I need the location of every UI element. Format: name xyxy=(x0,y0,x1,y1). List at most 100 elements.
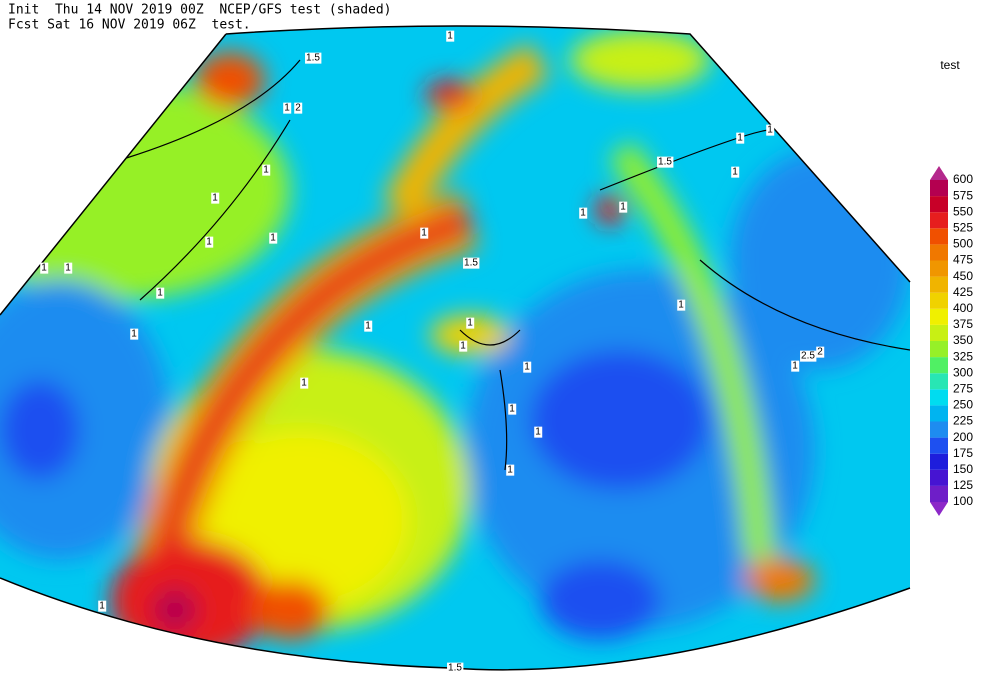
contour-label-box xyxy=(364,320,373,332)
colorbar-box xyxy=(930,485,948,502)
colorbar-label: 575 xyxy=(953,188,973,202)
contour-label-box xyxy=(446,30,455,42)
contour-label-box xyxy=(269,232,278,244)
contour-label: 1 xyxy=(284,103,290,114)
contour-label-box xyxy=(40,262,49,274)
colorbar-label: 400 xyxy=(953,301,973,315)
contour-label-box xyxy=(677,299,686,311)
colorbar-label: 600 xyxy=(953,172,973,186)
contour-label-box xyxy=(534,426,543,438)
contour-label: 1 xyxy=(301,378,307,389)
contour-label: 1 xyxy=(212,193,218,204)
colorbar-label: 225 xyxy=(953,414,973,428)
contour-label: 1 xyxy=(732,167,738,178)
colorbar-label: 275 xyxy=(953,381,973,395)
colorbar-box xyxy=(930,260,948,277)
colorbar-box xyxy=(930,437,948,454)
header-line: Init Thu 14 NOV 2019 00Z NCEP/GFS test (… xyxy=(8,3,392,18)
contour-label-box xyxy=(816,346,825,358)
contour-label: 1.5 xyxy=(464,258,478,269)
contour-label-box xyxy=(305,52,322,64)
contour-label-box xyxy=(466,317,475,329)
colorbar-box xyxy=(930,373,948,390)
contour-label: 1 xyxy=(41,263,47,274)
colorbar-arrow xyxy=(930,166,948,180)
contour-label: 1 xyxy=(206,237,212,248)
contour-label-box xyxy=(766,124,775,136)
contour-label: 1 xyxy=(678,300,684,311)
colorbar-label: 200 xyxy=(953,430,973,444)
contour-label-box xyxy=(619,201,628,213)
contour-label-box xyxy=(64,262,73,274)
contour-label: 1.5 xyxy=(448,663,462,674)
colorbar-box xyxy=(930,276,948,293)
colorbar-box xyxy=(930,341,948,358)
contour-label: 1 xyxy=(447,31,453,42)
contour-label: 1 xyxy=(263,165,269,176)
colorbar-label: 500 xyxy=(953,237,973,251)
contour-label-box xyxy=(736,132,745,144)
colorbar-label: 325 xyxy=(953,349,973,363)
contour-label-box xyxy=(130,328,139,340)
contour-label-box xyxy=(459,340,468,352)
colorbar-label: 100 xyxy=(953,494,973,508)
contour-label-box xyxy=(506,464,515,476)
colorbar-label: 450 xyxy=(953,269,973,283)
contour-label: 2 xyxy=(295,103,301,114)
contour-label-box xyxy=(791,360,800,372)
contour-label: 1 xyxy=(580,208,586,219)
colorbar-box xyxy=(930,389,948,406)
contour-label: 1 xyxy=(460,341,466,352)
colorbar-box xyxy=(930,212,948,229)
contour-label-box xyxy=(657,156,674,168)
contour-label-box xyxy=(98,600,107,612)
contour-label-box xyxy=(205,236,214,248)
contour-label-box xyxy=(211,192,220,204)
contour-label: 1 xyxy=(620,202,626,213)
contour-label-box xyxy=(262,164,271,176)
contour-label-box xyxy=(156,287,165,299)
contour-label: 1 xyxy=(65,263,71,274)
contour-label-box xyxy=(508,403,517,415)
colorbar-label: 375 xyxy=(953,317,973,331)
colorbar-label: 150 xyxy=(953,462,973,476)
colorbar-label: 425 xyxy=(953,285,973,299)
contour-label-box xyxy=(463,257,480,269)
contour-label: 1 xyxy=(421,228,427,239)
contour-label: 2.5 xyxy=(801,351,815,362)
contour-label-box xyxy=(420,227,429,239)
colorbar-box xyxy=(930,453,948,470)
contour-label: 1 xyxy=(99,601,105,612)
colorbar-box xyxy=(930,244,948,261)
contour-label: 1 xyxy=(535,427,541,438)
colorbar-box xyxy=(930,324,948,341)
colorbar-arrow xyxy=(930,502,948,516)
colorbar-label: 550 xyxy=(953,204,973,218)
colorbar-label: 300 xyxy=(953,365,973,379)
contour-label-box xyxy=(800,350,817,362)
contour-label: 1 xyxy=(524,362,530,373)
contour-label-box xyxy=(579,207,588,219)
contour-label: 1 xyxy=(737,133,743,144)
contour-label-box xyxy=(283,102,292,114)
colorbar-label: 250 xyxy=(953,398,973,412)
colorbar-box xyxy=(930,421,948,438)
colorbar-box xyxy=(930,357,948,374)
contour-label: 1 xyxy=(767,125,773,136)
colorbar-title: test xyxy=(940,58,960,72)
colorbar-box xyxy=(930,405,948,422)
contour-label: 1 xyxy=(365,321,371,332)
colorbar-box xyxy=(930,308,948,325)
contour-label-box xyxy=(294,102,303,114)
contour-label: 1 xyxy=(270,233,276,244)
contour-label-box xyxy=(731,166,740,178)
contour-label: 1 xyxy=(509,404,515,415)
contour-label: 1 xyxy=(792,361,798,372)
colorbar-label: 525 xyxy=(953,220,973,234)
contour-label-box xyxy=(447,662,464,674)
contour-label: 1 xyxy=(131,329,137,340)
contour-label: 1.5 xyxy=(658,157,672,168)
colorbar-label: 350 xyxy=(953,333,973,347)
contour-label: 1 xyxy=(507,465,513,476)
